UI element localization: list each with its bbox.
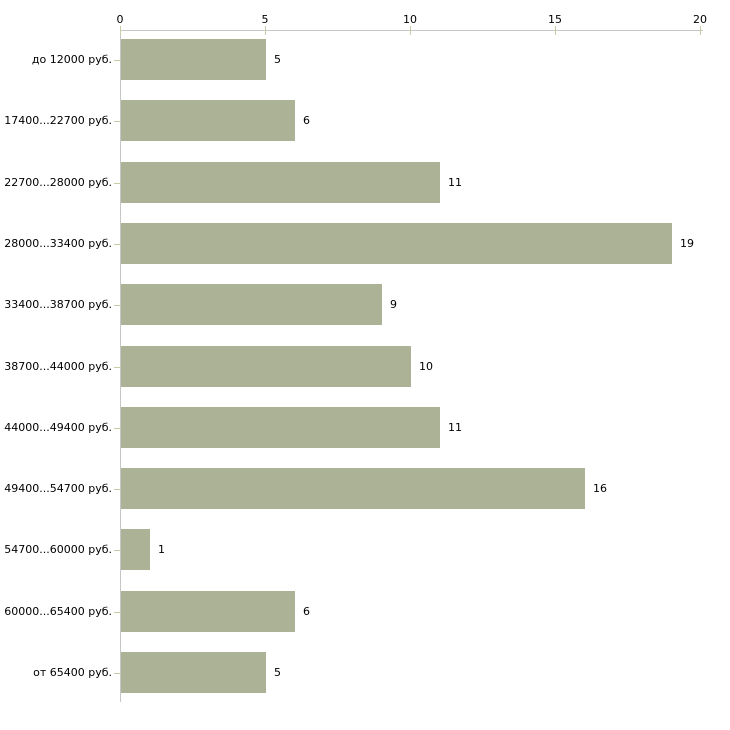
category-label: 60000...65400 руб. [4,605,112,618]
x-tick-mark [410,26,411,35]
x-tick-label: 5 [261,13,269,26]
category-label: 38700...44000 руб. [4,360,112,373]
value-label: 16 [593,482,607,495]
value-label: 5 [274,53,281,66]
bar [121,284,382,325]
value-label: 6 [303,114,310,127]
category-label: 49400...54700 руб. [4,482,112,495]
x-tick-label: 10 [403,13,417,26]
x-axis-line [120,30,703,31]
category-label: 22700...28000 руб. [4,176,112,189]
x-tick-mark [555,26,556,35]
bar [121,468,585,509]
category-label: 54700...60000 руб. [4,543,112,556]
x-tick-label: 15 [548,13,562,26]
category-tick [114,612,121,613]
y-axis-line [120,30,121,702]
bar [121,652,266,693]
x-tick-label: 0 [116,13,124,26]
bar [121,39,266,80]
value-label: 5 [274,666,281,679]
value-label: 19 [680,237,694,250]
value-label: 11 [448,176,462,189]
category-tick [114,183,121,184]
bar [121,529,150,570]
bar [121,407,440,448]
value-label: 6 [303,605,310,618]
category-label: 28000...33400 руб. [4,237,112,250]
category-label: 17400...22700 руб. [4,114,112,127]
value-label: 1 [158,543,165,556]
x-tick-mark [120,26,121,35]
category-label: 33400...38700 руб. [4,298,112,311]
category-tick [114,673,121,674]
category-tick [114,244,121,245]
value-label: 11 [448,421,462,434]
x-tick-mark [265,26,266,35]
value-label: 9 [390,298,397,311]
category-label: до 12000 руб. [31,53,112,66]
bar [121,591,295,632]
bar [121,162,440,203]
category-label: 44000...49400 руб. [4,421,112,434]
category-tick [114,428,121,429]
category-tick [114,121,121,122]
category-tick [114,489,121,490]
value-label: 10 [419,360,433,373]
category-tick [114,367,121,368]
x-tick-label: 20 [693,13,707,26]
bar [121,100,295,141]
x-tick-mark [700,26,701,35]
category-tick [114,305,121,306]
category-label: от 65400 руб. [33,666,112,679]
bar [121,346,411,387]
category-tick [114,60,121,61]
bar [121,223,672,264]
category-tick [114,550,121,551]
